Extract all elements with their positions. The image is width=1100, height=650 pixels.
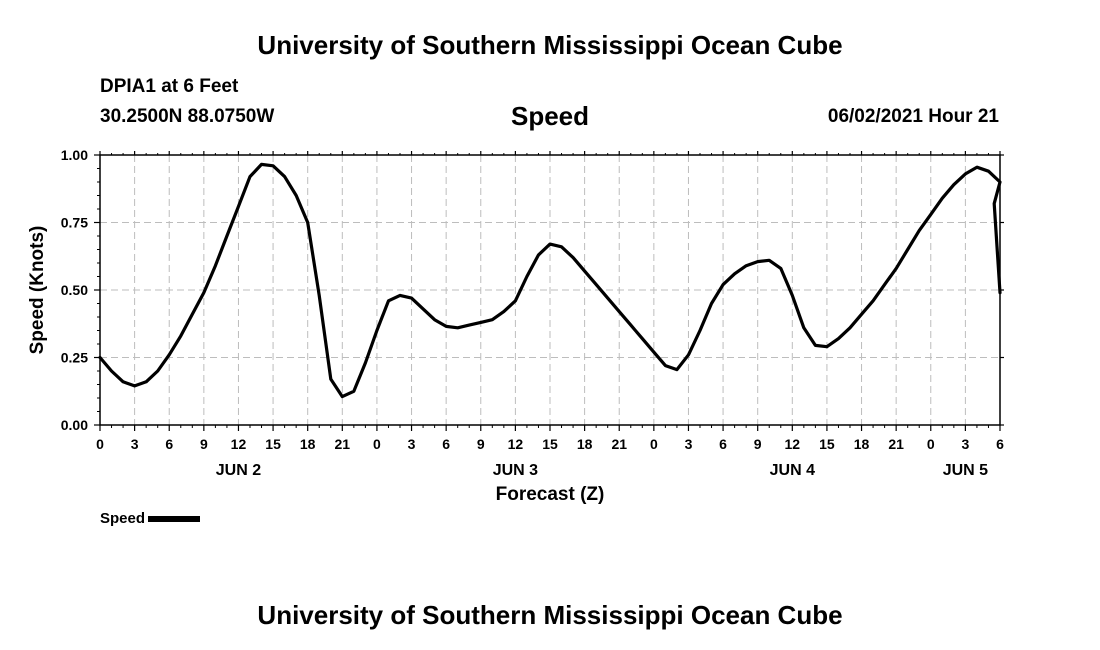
- x-tick-label: 6: [719, 436, 727, 452]
- station-label: DPIA1 at 6 Feet: [100, 76, 239, 97]
- y-tick-label: 0.25: [61, 350, 88, 366]
- y-tick-label: 1.00: [61, 147, 88, 163]
- x-tick-label: 18: [300, 436, 316, 452]
- x-tick-label: 15: [542, 436, 558, 452]
- x-tick-label: 9: [200, 436, 208, 452]
- y-tick-label: 0.00: [61, 417, 88, 433]
- x-tick-label: 12: [508, 436, 524, 452]
- x-day-label: JUN 4: [770, 462, 815, 479]
- chart-title: Speed: [510, 101, 590, 131]
- station-coordinates: 30.2500N 88.0750W: [100, 106, 275, 127]
- x-tick-label: 0: [927, 436, 935, 452]
- x-tick-label: 15: [819, 436, 835, 452]
- x-tick-label: 21: [611, 436, 627, 452]
- y-axis-title: Speed (Knots): [27, 226, 48, 355]
- x-tick-label: 3: [961, 436, 969, 452]
- x-tick-label: 15: [265, 436, 281, 452]
- x-tick-label: 0: [373, 436, 381, 452]
- x-tick-label: 6: [442, 436, 450, 452]
- x-tick-label: 0: [96, 436, 104, 452]
- x-tick-label: 0: [650, 436, 658, 452]
- x-tick-label: 9: [754, 436, 762, 452]
- forecast-datetime: 06/02/2021 Hour 21: [827, 106, 999, 127]
- x-tick-label: 12: [231, 436, 247, 452]
- x-tick-label: 3: [408, 436, 416, 452]
- y-tick-label: 0.75: [61, 215, 88, 231]
- x-day-label: JUN 5: [943, 462, 988, 479]
- grid-lines: [100, 155, 1000, 425]
- y-tick-label: 0.50: [61, 282, 88, 298]
- x-tick-label: 21: [335, 436, 351, 452]
- speed-series-line: [98, 162, 1002, 399]
- x-tick-label: 3: [131, 436, 139, 452]
- x-tick-label: 6: [165, 436, 173, 452]
- x-tick-label: 21: [888, 436, 904, 452]
- x-axis-title: Forecast (Z): [496, 484, 605, 505]
- x-tick-label: 18: [854, 436, 870, 452]
- legend-swatch: [148, 516, 201, 523]
- legend-label: Speed: [100, 510, 146, 527]
- x-tick-label: 3: [685, 436, 693, 452]
- x-tick-label: 6: [996, 436, 1004, 452]
- x-tick-label: 18: [577, 436, 593, 452]
- axis-ticks: [94, 151, 1004, 431]
- x-tick-label: 12: [785, 436, 801, 452]
- x-day-label: JUN 3: [493, 462, 538, 479]
- x-tick-label: 9: [477, 436, 485, 452]
- x-day-label: JUN 2: [216, 462, 261, 479]
- chart-legend: Speed: [100, 510, 201, 527]
- footer-title: University of Southern Mississippi Ocean…: [257, 600, 843, 630]
- page-title: University of Southern Mississippi Ocean…: [257, 30, 843, 60]
